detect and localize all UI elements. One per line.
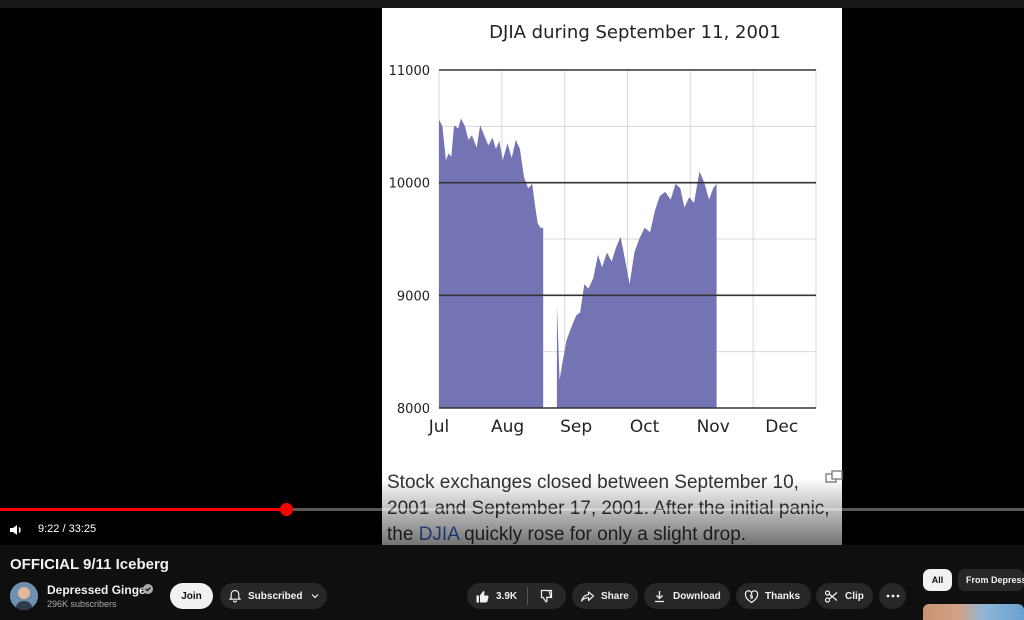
join-button[interactable]: Join — [170, 583, 213, 609]
player-controls: 9:22 / 33:25 — [0, 514, 1024, 545]
more-icon — [886, 594, 899, 598]
svg-text:$: $ — [749, 593, 753, 600]
x-tick-label: Oct — [630, 417, 660, 437]
y-tick-label: 10000 — [389, 177, 430, 192]
subscribed-label: Subscribed — [248, 590, 303, 602]
video-title: OFFICIAL 9/11 Iceberg — [10, 556, 169, 573]
video-meta: OFFICIAL 9/11 Iceberg Depressed Ginger 2… — [0, 545, 1024, 620]
x-tick-label: Aug — [491, 417, 524, 437]
top-bar — [0, 0, 1024, 8]
subscribed-button[interactable]: Subscribed — [220, 583, 327, 609]
related-video-thumbnail[interactable] — [923, 604, 1024, 620]
chip-all[interactable]: All — [923, 569, 952, 591]
thumbs-up-icon[interactable] — [475, 589, 490, 604]
clip-label: Clip — [845, 590, 864, 602]
area-segment-0 — [439, 118, 544, 409]
thanks-label: Thanks — [765, 590, 801, 602]
like-dislike-group: 3.9K — [467, 583, 566, 609]
video-frame: DJIA during September 11, 2001 8000 9000 1… — [382, 8, 843, 545]
area-segment-1 — [556, 171, 717, 408]
thumbs-down-icon[interactable] — [538, 589, 553, 604]
y-tick-label: 11000 — [389, 64, 430, 79]
thanks-icon: $ — [744, 589, 759, 603]
channel-name[interactable]: Depressed Ginger — [47, 583, 151, 597]
channel-avatar[interactable] — [10, 582, 38, 610]
x-tick-label: Sep — [560, 417, 592, 437]
share-label: Share — [601, 590, 629, 602]
y-tick-label: 8000 — [397, 402, 430, 417]
verified-icon — [143, 584, 153, 594]
share-icon — [580, 590, 595, 602]
x-tick-label: Nov — [697, 417, 730, 437]
more-actions-button[interactable] — [879, 583, 906, 609]
download-button[interactable]: Download — [644, 583, 730, 609]
video-player[interactable]: DJIA during September 11, 2001 8000 9000 1… — [0, 8, 1024, 545]
share-button[interactable]: Share — [572, 583, 638, 609]
progress-bar[interactable] — [0, 503, 1024, 516]
chart-title: DJIA during September 11, 2001 — [489, 22, 781, 43]
djia-chart: DJIA during September 11, 2001 8000 9000 1… — [389, 22, 817, 437]
download-label: Download — [673, 590, 721, 602]
thanks-button[interactable]: $ Thanks — [736, 583, 811, 609]
subscriber-count: 296K subscribers — [47, 599, 117, 609]
bell-icon — [228, 589, 242, 603]
x-tick-label: Dec — [765, 417, 798, 437]
scissors-icon — [824, 589, 838, 603]
like-count[interactable]: 3.9K — [496, 590, 518, 602]
progress-played — [0, 508, 287, 511]
volume-icon[interactable] — [8, 522, 24, 538]
scrubber-handle[interactable] — [280, 503, 294, 516]
chevron-down-icon — [312, 594, 319, 599]
clip-button[interactable]: Clip — [816, 583, 873, 609]
download-icon — [655, 590, 664, 602]
x-tick-label: Jul — [428, 417, 450, 437]
like-separator — [527, 587, 529, 605]
y-tick-label: 9000 — [397, 289, 430, 304]
chip-from-channel[interactable]: From Depressed Ginger — [958, 569, 1024, 591]
time-display: 9:22 / 33:25 — [38, 523, 97, 535]
